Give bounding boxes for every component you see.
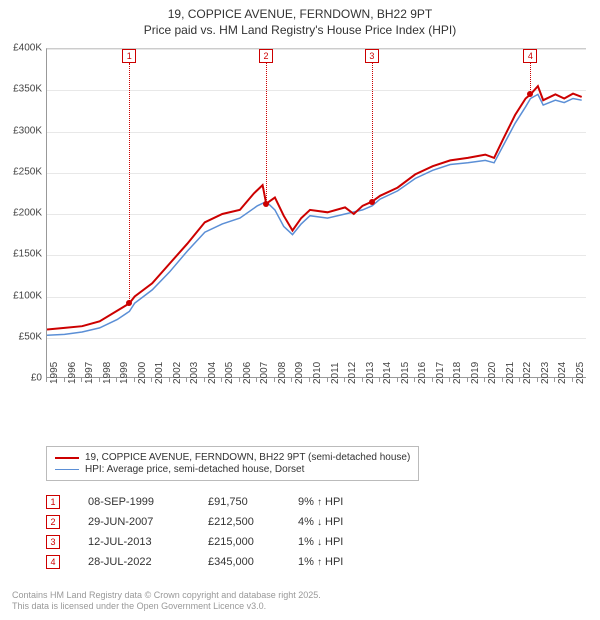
chart-container: 19, COPPICE AVENUE, FERNDOWN, BH22 9PT P… bbox=[0, 0, 600, 620]
price_paid-line bbox=[47, 86, 582, 329]
txn-index: 2 bbox=[46, 515, 60, 529]
transaction-row: 3 12-JUL-2013£215,0001% ↓ HPI bbox=[46, 532, 388, 552]
plot-region: 1 2 3 4 bbox=[46, 48, 586, 378]
txn-date: 12-JUL-2013 bbox=[88, 536, 208, 548]
chart-area: 1234 £0£50K£100K£150K£200K£250K£300K£350… bbox=[46, 48, 586, 403]
txn-pct: 9% ↑ HPI bbox=[298, 496, 388, 508]
marker-dot bbox=[527, 91, 533, 97]
footer-line-1: Contains HM Land Registry data © Crown c… bbox=[12, 590, 321, 601]
transaction-table: 108-SEP-1999£91,7509% ↑ HPI229-JUN-2007£… bbox=[46, 492, 388, 572]
txn-date: 29-JUN-2007 bbox=[88, 516, 208, 528]
txn-price: £91,750 bbox=[208, 496, 298, 508]
txn-index: 3 bbox=[46, 535, 60, 549]
txn-pct: 4% ↓ HPI bbox=[298, 516, 388, 528]
txn-index: 4 bbox=[46, 555, 60, 569]
marker-label: 4 bbox=[523, 49, 537, 63]
title-line-2: Price paid vs. HM Land Registry's House … bbox=[0, 22, 600, 38]
y-axis-label: £150K bbox=[13, 249, 42, 260]
txn-pct: 1% ↓ HPI bbox=[298, 536, 388, 548]
legend: 19, COPPICE AVENUE, FERNDOWN, BH22 9PT (… bbox=[46, 446, 419, 481]
y-axis-label: £0 bbox=[31, 373, 42, 384]
legend-row: 19, COPPICE AVENUE, FERNDOWN, BH22 9PT (… bbox=[55, 452, 410, 463]
marker-dot bbox=[126, 300, 132, 306]
txn-date: 08-SEP-1999 bbox=[88, 496, 208, 508]
marker-label: 3 bbox=[365, 49, 379, 63]
y-axis-label: £300K bbox=[13, 125, 42, 136]
marker-dot bbox=[369, 199, 375, 205]
footer-attribution: Contains HM Land Registry data © Crown c… bbox=[12, 590, 321, 613]
title-line-1: 19, COPPICE AVENUE, FERNDOWN, BH22 9PT bbox=[0, 6, 600, 22]
txn-index: 1 bbox=[46, 495, 60, 509]
legend-swatch bbox=[55, 457, 79, 459]
txn-pct: 1% ↑ HPI bbox=[298, 556, 388, 568]
marker-label: 2 bbox=[259, 49, 273, 63]
txn-price: £345,000 bbox=[208, 556, 298, 568]
title-block: 19, COPPICE AVENUE, FERNDOWN, BH22 9PT P… bbox=[0, 0, 600, 38]
footer-line-2: This data is licensed under the Open Gov… bbox=[12, 601, 321, 612]
transaction-row: 2 29-JUN-2007£212,5004% ↓ HPI bbox=[46, 512, 388, 532]
txn-price: £215,000 bbox=[208, 536, 298, 548]
marker-label: 1 bbox=[122, 49, 136, 63]
y-axis-label: £50K bbox=[19, 331, 42, 342]
y-axis-label: £400K bbox=[13, 43, 42, 54]
y-axis-label: £200K bbox=[13, 208, 42, 219]
legend-label: 19, COPPICE AVENUE, FERNDOWN, BH22 9PT (… bbox=[85, 452, 410, 463]
y-axis-label: £350K bbox=[13, 84, 42, 95]
legend-row: HPI: Average price, semi-detached house,… bbox=[55, 464, 410, 475]
transaction-row: 4 28-JUL-2022£345,0001% ↑ HPI bbox=[46, 552, 388, 572]
txn-price: £212,500 bbox=[208, 516, 298, 528]
marker-dot bbox=[263, 201, 269, 207]
transaction-row: 1 08-SEP-1999£91,7509% ↑ HPI bbox=[46, 492, 388, 512]
y-axis-label: £250K bbox=[13, 166, 42, 177]
txn-date: 28-JUL-2022 bbox=[88, 556, 208, 568]
line-series-svg bbox=[47, 49, 587, 379]
hpi-line bbox=[47, 94, 582, 335]
y-axis-label: £100K bbox=[13, 290, 42, 301]
legend-label: HPI: Average price, semi-detached house,… bbox=[85, 464, 304, 475]
legend-swatch bbox=[55, 469, 79, 470]
